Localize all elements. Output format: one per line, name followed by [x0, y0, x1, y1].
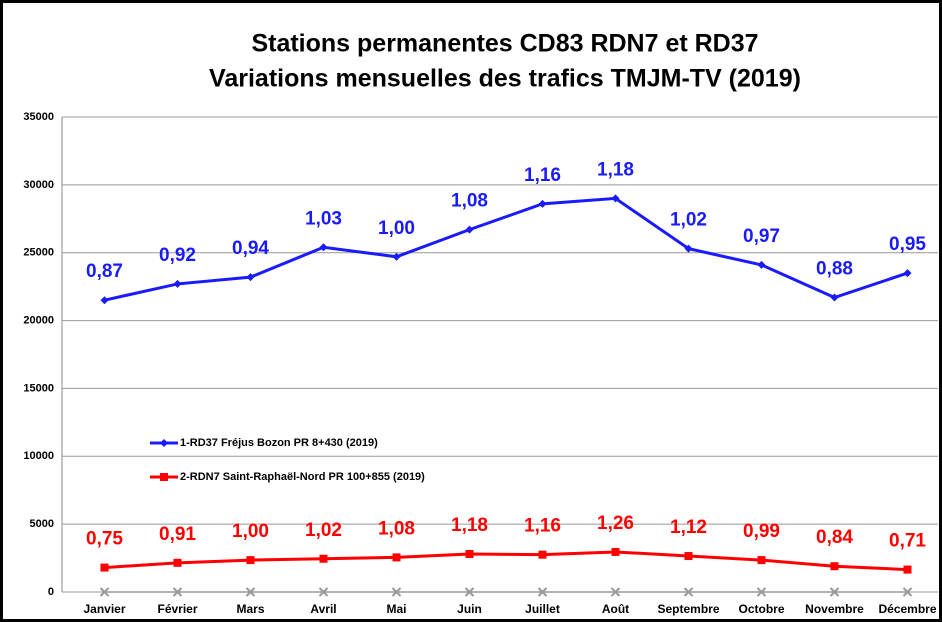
point: [684, 244, 693, 253]
point: [100, 563, 109, 572]
y-tick-label: 20000: [23, 314, 54, 326]
point: [903, 565, 912, 574]
data-label: 1,18: [451, 515, 488, 536]
data-label: 1,00: [378, 218, 415, 239]
data-label: 1,03: [305, 208, 342, 229]
data-label: 0,97: [743, 226, 780, 247]
data-label: 0,84: [816, 527, 853, 548]
point: [684, 552, 693, 561]
data-label: 0,91: [159, 524, 196, 545]
data-label: 0,99: [743, 521, 780, 542]
data-label: 1,08: [451, 191, 488, 212]
x-tick-label: Janvier: [83, 602, 125, 616]
point: [246, 556, 255, 565]
point: [465, 225, 474, 234]
point: [99, 587, 110, 597]
x-tick-label: Août: [602, 602, 629, 616]
data-label: 1,12: [670, 517, 707, 538]
x-tick-label: Mai: [386, 602, 406, 616]
x-tick-label: Mars: [236, 602, 264, 616]
point: [100, 296, 109, 305]
point: [611, 547, 620, 556]
point: [319, 554, 328, 563]
legend-label: 1-RD37 Fréjus Bozon PR 8+430 (2019): [180, 437, 378, 449]
chart-subtitle: Variations mensuelles des trafics TMJM-T…: [209, 65, 801, 93]
y-tick-label: 30000: [23, 179, 54, 191]
point: [902, 587, 913, 597]
x-tick-label: Décembre: [878, 602, 936, 616]
data-label: 0,75: [86, 529, 123, 550]
x-tick-label: Avril: [310, 602, 336, 616]
point: [160, 473, 168, 481]
chart-title: Stations permanentes CD83 RDN7 et RD37: [251, 30, 758, 58]
point: [245, 587, 256, 597]
data-label: 1,16: [524, 516, 561, 537]
x-tick-label: Juin: [457, 602, 482, 616]
point: [830, 293, 839, 302]
point: [319, 243, 328, 252]
line: [104, 196, 908, 302]
point: [538, 199, 547, 208]
point: [246, 273, 255, 282]
x-tick-label: Novembre: [805, 602, 864, 616]
data-label: 1,16: [524, 165, 561, 186]
point: [830, 562, 839, 571]
point: [392, 252, 401, 261]
data-label: 1,26: [597, 513, 634, 534]
data-label: 0,92: [159, 245, 196, 266]
x-tick-label: Septembre: [657, 602, 719, 616]
x-tick-label: Juillet: [525, 602, 560, 616]
x-tick-label: Février: [157, 602, 197, 616]
point: [391, 587, 402, 597]
point: [537, 587, 548, 597]
data-label: 0,95: [889, 234, 926, 255]
y-tick-label: 15000: [23, 382, 54, 394]
point: [538, 550, 547, 559]
data-label: 0,88: [816, 259, 853, 280]
data-label: 1,02: [305, 520, 342, 541]
point: [392, 553, 401, 562]
point: [611, 194, 620, 203]
point: [610, 587, 621, 597]
line: [104, 550, 908, 572]
data-label: 1,02: [670, 210, 707, 231]
y-tick-label: 0: [48, 586, 54, 598]
data-label: 0,87: [86, 261, 123, 282]
point: [683, 587, 694, 597]
point: [756, 587, 767, 597]
point: [829, 587, 840, 597]
y-tick-label: 25000: [23, 247, 54, 259]
y-tick-label: 35000: [23, 111, 54, 123]
y-tick-label: 5000: [30, 518, 54, 530]
data-label: 0,94: [232, 238, 269, 259]
point: [160, 439, 168, 447]
data-label: 1,18: [597, 159, 634, 180]
point: [903, 269, 912, 278]
point: [757, 556, 766, 565]
data-label: 1,08: [378, 518, 415, 539]
legend-label: 2-RDN7 Saint-Raphaël-Nord PR 100+855 (20…: [180, 471, 425, 483]
data-label: 1,00: [232, 521, 269, 542]
point: [465, 550, 474, 558]
y-tick-label: 10000: [23, 450, 54, 462]
point: [757, 260, 766, 269]
x-tick-label: Octobre: [738, 602, 784, 616]
point: [464, 587, 475, 597]
point: [173, 279, 182, 288]
point: [173, 558, 182, 567]
point: [318, 587, 329, 597]
data-label: 0,71: [889, 531, 926, 552]
point: [172, 587, 183, 597]
